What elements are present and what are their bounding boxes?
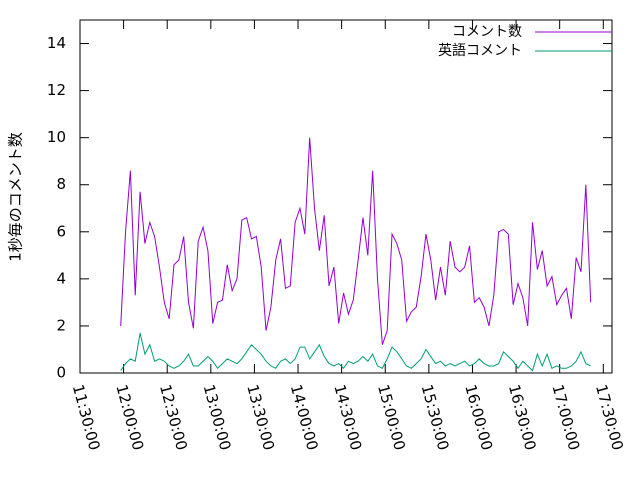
x-tick-label: 16:30:00 <box>505 383 540 453</box>
legend-label: 英語コメント <box>438 42 522 59</box>
y-tick-label: 4 <box>56 269 66 287</box>
plot-frame <box>79 19 613 374</box>
x-tick-label: 13:30:00 <box>243 383 278 453</box>
y-tick-label: 10 <box>47 128 66 146</box>
x-tick-label: 13:00:00 <box>200 383 235 453</box>
y-tick-label: 14 <box>47 34 66 52</box>
y-axis-label: 1秒毎のコメント数 <box>7 132 25 262</box>
series-line <box>120 137 592 345</box>
y-tick-label: 0 <box>56 364 66 382</box>
y-tick-label: 8 <box>56 175 66 193</box>
x-tick-label: 11:30:00 <box>69 383 104 453</box>
legend-label: コメント数 <box>452 24 522 40</box>
x-tick-label: 12:30:00 <box>156 383 191 453</box>
x-tick-label: 15:30:00 <box>418 383 453 453</box>
y-tick-label: 2 <box>56 316 66 334</box>
x-tick-label: 14:00:00 <box>287 383 322 453</box>
y-tick-label: 6 <box>56 222 66 240</box>
series-line <box>120 332 591 372</box>
x-tick-label: 14:30:00 <box>330 383 365 453</box>
x-tick-label: 17:30:00 <box>592 383 627 453</box>
x-tick-label: 15:00:00 <box>374 383 409 453</box>
x-tick-label: 16:00:00 <box>461 383 496 453</box>
x-tick-label: 17:00:00 <box>548 383 583 453</box>
y-tick-label: 12 <box>47 81 66 99</box>
x-tick-label: 12:00:00 <box>112 383 147 453</box>
